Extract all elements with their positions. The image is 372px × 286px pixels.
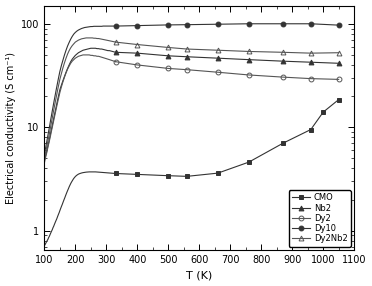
Dy2 (216, 71, 220, 74)
CMO (166, 174, 170, 177)
Dy2 (336, 78, 341, 81)
CMO (321, 110, 326, 114)
Nb2 (113, 51, 118, 54)
Dy10 (281, 22, 285, 25)
Dy2Nb2 (309, 51, 313, 55)
CMO (309, 128, 313, 131)
CMO (247, 160, 251, 164)
Dy2 (185, 68, 189, 72)
CMO (336, 98, 341, 101)
Dy2 (281, 76, 285, 79)
Dy2 (113, 60, 118, 63)
Dy2 (166, 67, 170, 70)
CMO (135, 173, 140, 176)
Nb2 (135, 51, 140, 55)
Dy10 (216, 23, 220, 26)
Dy2Nb2 (185, 47, 189, 51)
Y-axis label: Electrical conductivity (S cm⁻¹): Electrical conductivity (S cm⁻¹) (6, 52, 16, 204)
Nb2 (309, 61, 313, 64)
Nb2 (185, 55, 189, 58)
Line: CMO: CMO (113, 97, 341, 179)
Dy2 (247, 73, 251, 77)
Dy2Nb2 (166, 46, 170, 49)
Dy2 (135, 63, 140, 67)
Nb2 (166, 54, 170, 57)
Dy2Nb2 (336, 51, 341, 54)
Nb2 (281, 59, 285, 63)
Dy2Nb2 (247, 50, 251, 53)
Legend: CMO, Nb2, Dy2, Dy10, Dy2Nb2: CMO, Nb2, Dy2, Dy10, Dy2Nb2 (289, 190, 351, 247)
Line: Dy2: Dy2 (113, 59, 341, 82)
Nb2 (336, 61, 341, 65)
CMO (113, 172, 118, 175)
Dy10 (185, 23, 189, 26)
X-axis label: T (K): T (K) (186, 271, 212, 281)
Dy10 (336, 23, 341, 27)
Line: Dy10: Dy10 (113, 21, 341, 29)
Dy10 (247, 22, 251, 25)
Line: Dy2Nb2: Dy2Nb2 (113, 40, 341, 55)
Dy2Nb2 (113, 40, 118, 44)
Nb2 (216, 56, 220, 60)
CMO (216, 171, 220, 175)
Dy2Nb2 (281, 51, 285, 54)
Nb2 (247, 58, 251, 61)
Line: Nb2: Nb2 (113, 50, 341, 66)
CMO (281, 142, 285, 145)
Dy10 (135, 24, 140, 27)
Dy2 (309, 77, 313, 80)
Dy2Nb2 (135, 43, 140, 46)
Dy10 (166, 23, 170, 27)
Dy2Nb2 (216, 49, 220, 52)
Dy10 (309, 22, 313, 25)
Dy10 (113, 24, 118, 28)
CMO (185, 175, 189, 178)
